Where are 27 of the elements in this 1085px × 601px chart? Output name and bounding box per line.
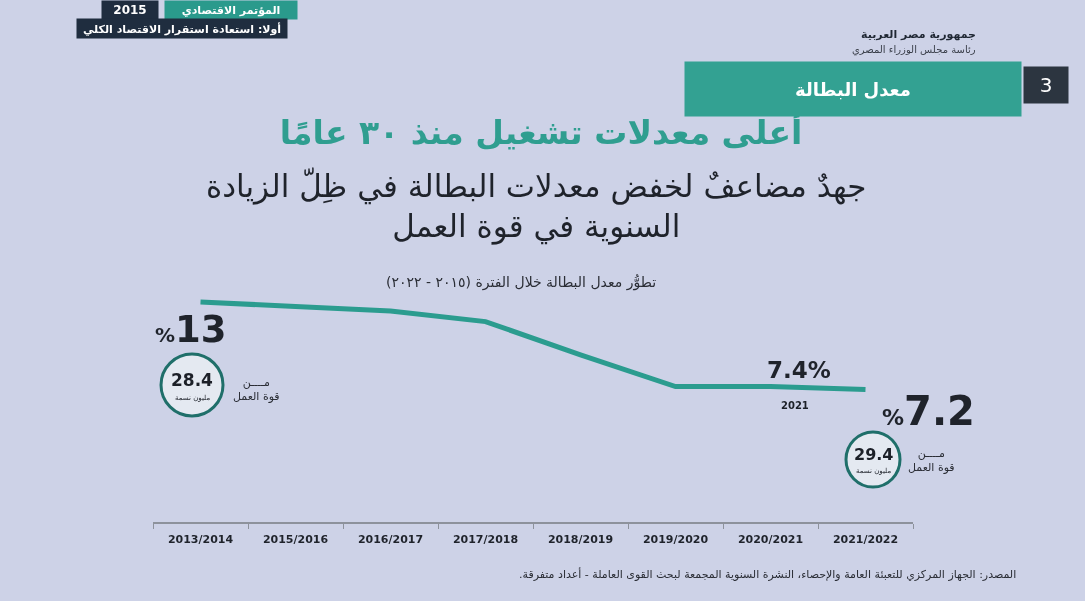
text: المؤتمر الاقتصادي [181, 3, 281, 17]
text: 2021 [781, 400, 809, 411]
annotation: 28.4 [171, 370, 214, 390]
text: معدل البطالة [795, 78, 911, 100]
x-tick-label: 2013/2014 [167, 532, 234, 546]
text: أولا: استعادة استقرار الاقتصاد الكلي [82, 21, 282, 36]
x-tick-label: 2021/2022 [832, 532, 899, 546]
x-tick-label: 2016/2017 [357, 532, 424, 546]
annotation: مــــن قوة العمل [233, 376, 280, 404]
x-tick-label: 2015/2016 [262, 532, 329, 546]
x-tick-label: 2020/2021 [737, 532, 804, 546]
text: المصدر: الجهاز المركزي للتعبئة العامة والإحصاء، النشرة السنوية المجمعة لبحث القوى العاملة - أعداد متفرقة. [519, 567, 1017, 581]
x-tick-label: 2019/2020 [642, 532, 709, 546]
text: 29.4 [854, 445, 894, 464]
text: 3 [1039, 73, 1053, 97]
chart-title: أعلى معدلات تشغيل منذ ٣٠ عامًا [279, 110, 803, 152]
text: 2015 [113, 3, 147, 17]
x-tick-label: 2018/2019 [547, 532, 614, 546]
text: تطوُّر معدل البطالة خلال الفترة (٢٠١٥ - ٢٠٢٢) [386, 274, 657, 291]
chart-subtitle: جهدٌ مضاعفٌ لخفض معدلات البطالة في ظِلّ الزيادة السنوية في قوة العمل [206, 167, 867, 245]
text: رئاسة مجلس الوزراء المصري [852, 44, 976, 56]
text: جمهورية مصر العربية [861, 28, 976, 41]
data-label: %13 [155, 308, 227, 351]
data-label: %7.2 [882, 388, 975, 434]
data-label: 7.4% [767, 357, 831, 383]
x-tick-label: 2017/2018 [452, 532, 519, 546]
text: مــــن قوة العمل [908, 447, 955, 475]
